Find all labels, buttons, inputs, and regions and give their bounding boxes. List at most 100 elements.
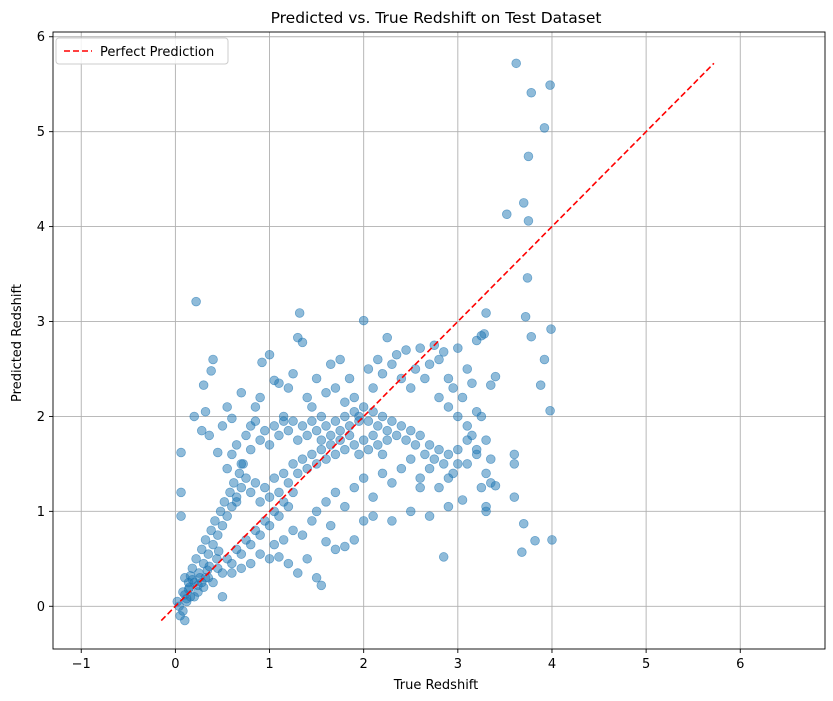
scatter-point [311,573,322,583]
scatter-point [217,568,228,578]
scatter-point [208,354,218,365]
scatter-point [391,349,402,360]
scatter-point [297,421,308,431]
scatter-point [349,535,360,545]
scatter-point [438,347,449,357]
scatter-point [206,525,216,536]
scatter-point [415,473,425,483]
scatter-point [358,402,369,412]
scatter-point [288,368,298,379]
scatter-point [241,430,251,441]
scatter-point [307,516,317,526]
scatter-point [297,337,308,348]
scatter-point [535,380,546,390]
scatter-point [213,447,223,458]
scatter-point [539,123,550,133]
scatter-point [415,430,425,441]
scatter-point [185,571,196,581]
scatter-point [406,425,416,436]
scatter-point [307,416,317,426]
scatter-point [415,343,425,353]
scatter-point [288,416,298,426]
scatter-point [264,349,275,360]
scatter-point [471,406,482,417]
scatter-point [330,383,341,393]
scatter-point [377,468,388,479]
scatter-point [340,397,350,407]
scatter-point [443,449,454,460]
scatter-point [545,405,555,416]
scatter-point [434,482,444,493]
scatter-point [502,209,512,220]
scatter-point [391,430,402,441]
scatter-point [387,478,397,488]
scatter-point [349,482,360,493]
scatter-point [406,454,416,464]
scatter-point [526,331,537,342]
scatter-point [302,392,312,403]
scatter-point [415,482,425,493]
scatter-point [293,568,303,578]
scatter-point [222,463,232,474]
scatter-point [217,520,228,531]
scatter-point [241,473,251,483]
scatter-point [387,416,397,426]
scatter-point [236,549,247,559]
scatter-point [274,552,284,562]
y-tick-label: 2 [37,410,45,425]
scatter-point [176,447,186,458]
scatter-point [467,378,477,388]
scatter-point [180,615,190,626]
x-tick-label: 0 [171,657,179,672]
scatter-point [363,364,374,374]
scatter-point [457,495,468,505]
scatter-point [377,411,388,422]
scatter-point [520,312,531,322]
scatter-point [307,402,317,412]
scatter-point [457,392,468,403]
scatter-point [231,497,242,507]
scatter-point [363,416,374,426]
scatter-point [264,440,275,450]
scatter-point [509,492,520,502]
scatter-point [321,387,331,398]
scatter-point [530,536,540,546]
scatter-point [476,482,487,493]
scatter-point [546,324,556,334]
scatter-point [200,535,211,545]
scatter-point [200,573,211,583]
scatter-point [260,482,270,493]
plot-frame [52,31,826,650]
scatter-point [311,425,322,436]
scatter-point [325,359,336,369]
scatter-point [382,425,392,436]
scatter-point [325,430,336,441]
scatter-point [197,425,207,436]
scatter-point [217,421,228,431]
scatter-point [335,354,345,365]
scatter-point [373,421,383,431]
scatter-point [325,520,336,531]
scatter-point [335,425,345,436]
scatter-point [250,416,261,426]
scatter-point [481,468,491,479]
scatter-point [522,273,533,283]
scatter-point [269,539,279,550]
scatter-point [255,497,265,507]
scatter-point [518,198,529,208]
scatter-point [325,440,336,450]
scatter-point [213,546,224,556]
scatter-point [193,587,203,597]
scatter-point [344,421,355,431]
scatter-point [523,151,534,162]
scatter-point [382,435,392,445]
scatter-point [245,539,256,550]
x-tick-label: 5 [642,657,650,672]
scatter-point [200,406,211,417]
scatter-point [245,444,256,455]
y-tick-label: 1 [37,505,45,520]
scatter-point [368,511,378,521]
scatter-point [198,380,209,390]
scatter-point [358,473,369,483]
